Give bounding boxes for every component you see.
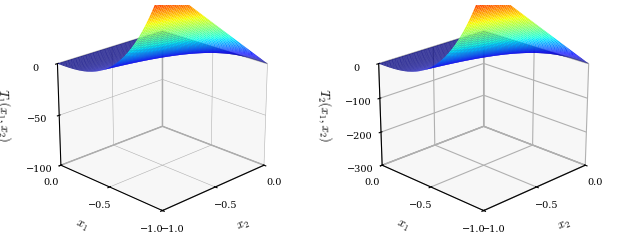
Y-axis label: $x_1$: $x_1$ [73, 217, 90, 234]
X-axis label: $x_2$: $x_2$ [556, 217, 573, 234]
X-axis label: $x_2$: $x_2$ [235, 217, 252, 234]
Y-axis label: $x_1$: $x_1$ [394, 217, 411, 234]
